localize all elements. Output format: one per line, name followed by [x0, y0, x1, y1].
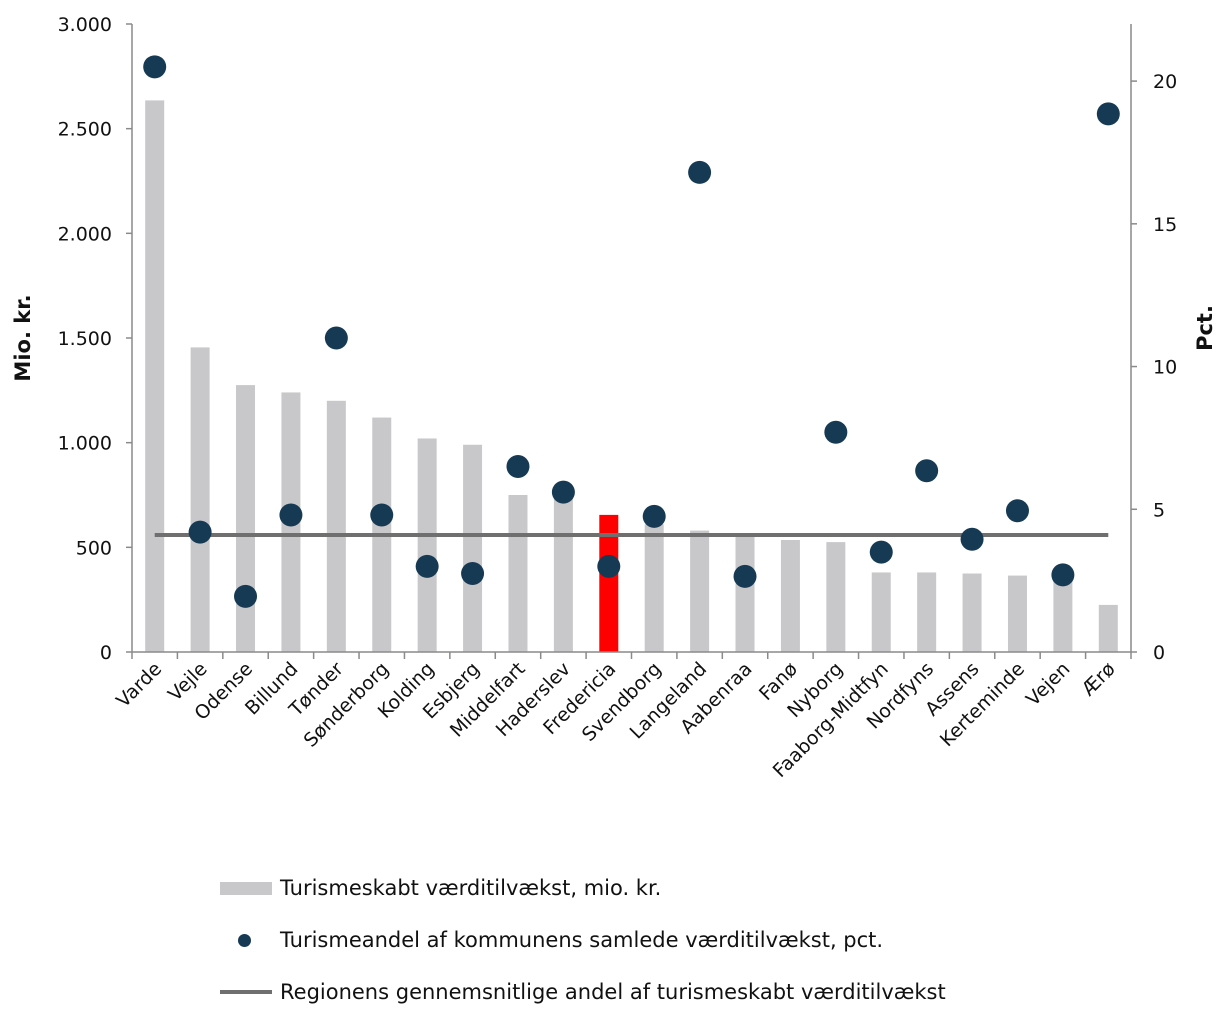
dot-Middelfart [506, 454, 530, 478]
bar-Svendborg [644, 524, 664, 652]
legend-dot-swatch [220, 932, 272, 948]
dot-series [143, 55, 1120, 608]
bar-Ærø [1098, 604, 1118, 652]
right-tick-label: 5 [1153, 499, 1165, 521]
bar-Nordfyns [917, 572, 937, 652]
legend-bar-swatch [220, 881, 272, 895]
bar-Fanø [780, 540, 800, 652]
right-tick-label: 0 [1153, 642, 1165, 664]
bar-Esbjerg [463, 444, 483, 652]
bar-Fredericia [599, 514, 619, 652]
dot-Aabenraa [733, 564, 757, 588]
dot-Odense [234, 584, 258, 608]
dot-Kolding [415, 554, 439, 578]
bar-series [145, 100, 1118, 652]
x-label-Vejen: Vejen [1022, 658, 1074, 710]
bar-Kolding [417, 438, 437, 652]
dot-Billund [279, 503, 303, 527]
right-tick-label: 20 [1153, 71, 1177, 93]
right-axis-title: Pct. [1193, 305, 1217, 351]
dot-Esbjerg [461, 562, 485, 585]
bar-Vejle [190, 347, 210, 652]
left-tick-label: 3.000 [58, 14, 112, 36]
dot-Ærø [1096, 102, 1120, 126]
left-tick-label: 1.000 [58, 433, 112, 455]
dot-Nyborg [824, 420, 848, 444]
combo-chart: 0 500 1.000 1.500 2.000 2.500 3.000 0 5 10 15 20 Va… [11, 14, 1217, 782]
left-tick-label: 1.500 [58, 328, 112, 350]
dot-Svendborg [642, 504, 666, 528]
bar-Nyborg [826, 542, 846, 652]
legend: Turismeskabt værditilvækst, mio. kr. Tur… [220, 862, 946, 1018]
bar-Vejen [1053, 579, 1073, 652]
legend-line-swatch [220, 990, 272, 994]
bar-Tønder [326, 400, 346, 652]
dot-Faaborg-Midtfyn [869, 540, 893, 564]
x-label-Ærø: Ærø [1077, 658, 1119, 700]
left-tick-label: 0 [100, 642, 112, 664]
legend-item-dots: Turismeandel af kommunens samlede værdit… [220, 914, 946, 966]
legend-label-bars: Turismeskabt værditilvækst, mio. kr. [280, 876, 662, 900]
left-tick-label: 500 [76, 537, 112, 559]
left-axis-title: Mio. kr. [11, 294, 35, 381]
dot-Vejle [188, 520, 212, 544]
bar-Kerteminde [1007, 575, 1027, 652]
bar-Middelfart [508, 495, 528, 652]
left-tick-label: 2.500 [58, 119, 112, 141]
bar-Varde [145, 100, 165, 652]
bar-Assens [962, 573, 982, 652]
x-axis-labels: VardeVejleOdenseBillundTønderSønderborgK… [112, 658, 1120, 782]
bar-Faaborg-Midtfyn [871, 572, 891, 652]
dot-Fredericia [597, 554, 621, 578]
axes: 0 500 1.000 1.500 2.000 2.500 3.000 0 5 10 15 20 [58, 14, 1178, 664]
bar-Langeland [690, 530, 710, 652]
dot-Nordfyns [915, 459, 939, 483]
right-tick-label: 15 [1153, 214, 1177, 236]
dot-Langeland [688, 160, 712, 184]
dot-Tønder [324, 326, 348, 350]
dot-Vejen [1051, 563, 1075, 587]
bar-Odense [236, 385, 256, 652]
right-tick-label: 10 [1153, 357, 1177, 379]
dot-Varde [143, 55, 167, 79]
x-label-Varde: Varde [112, 658, 166, 712]
dot-Sønderborg [370, 503, 394, 527]
legend-item-line: Regionens gennemsnitlige andel af turism… [220, 966, 946, 1018]
bar-Haderslev [553, 497, 573, 652]
legend-item-bars: Turismeskabt værditilvækst, mio. kr. [220, 862, 946, 914]
dot-Kerteminde [1005, 499, 1029, 523]
dot-Assens [960, 527, 984, 551]
legend-label-dots: Turismeandel af kommunens samlede værdit… [280, 928, 884, 952]
legend-label-line: Regionens gennemsnitlige andel af turism… [280, 980, 946, 1004]
left-tick-label: 2.000 [58, 223, 112, 245]
dot-Haderslev [551, 480, 575, 504]
bar-Aabenraa [735, 534, 755, 652]
